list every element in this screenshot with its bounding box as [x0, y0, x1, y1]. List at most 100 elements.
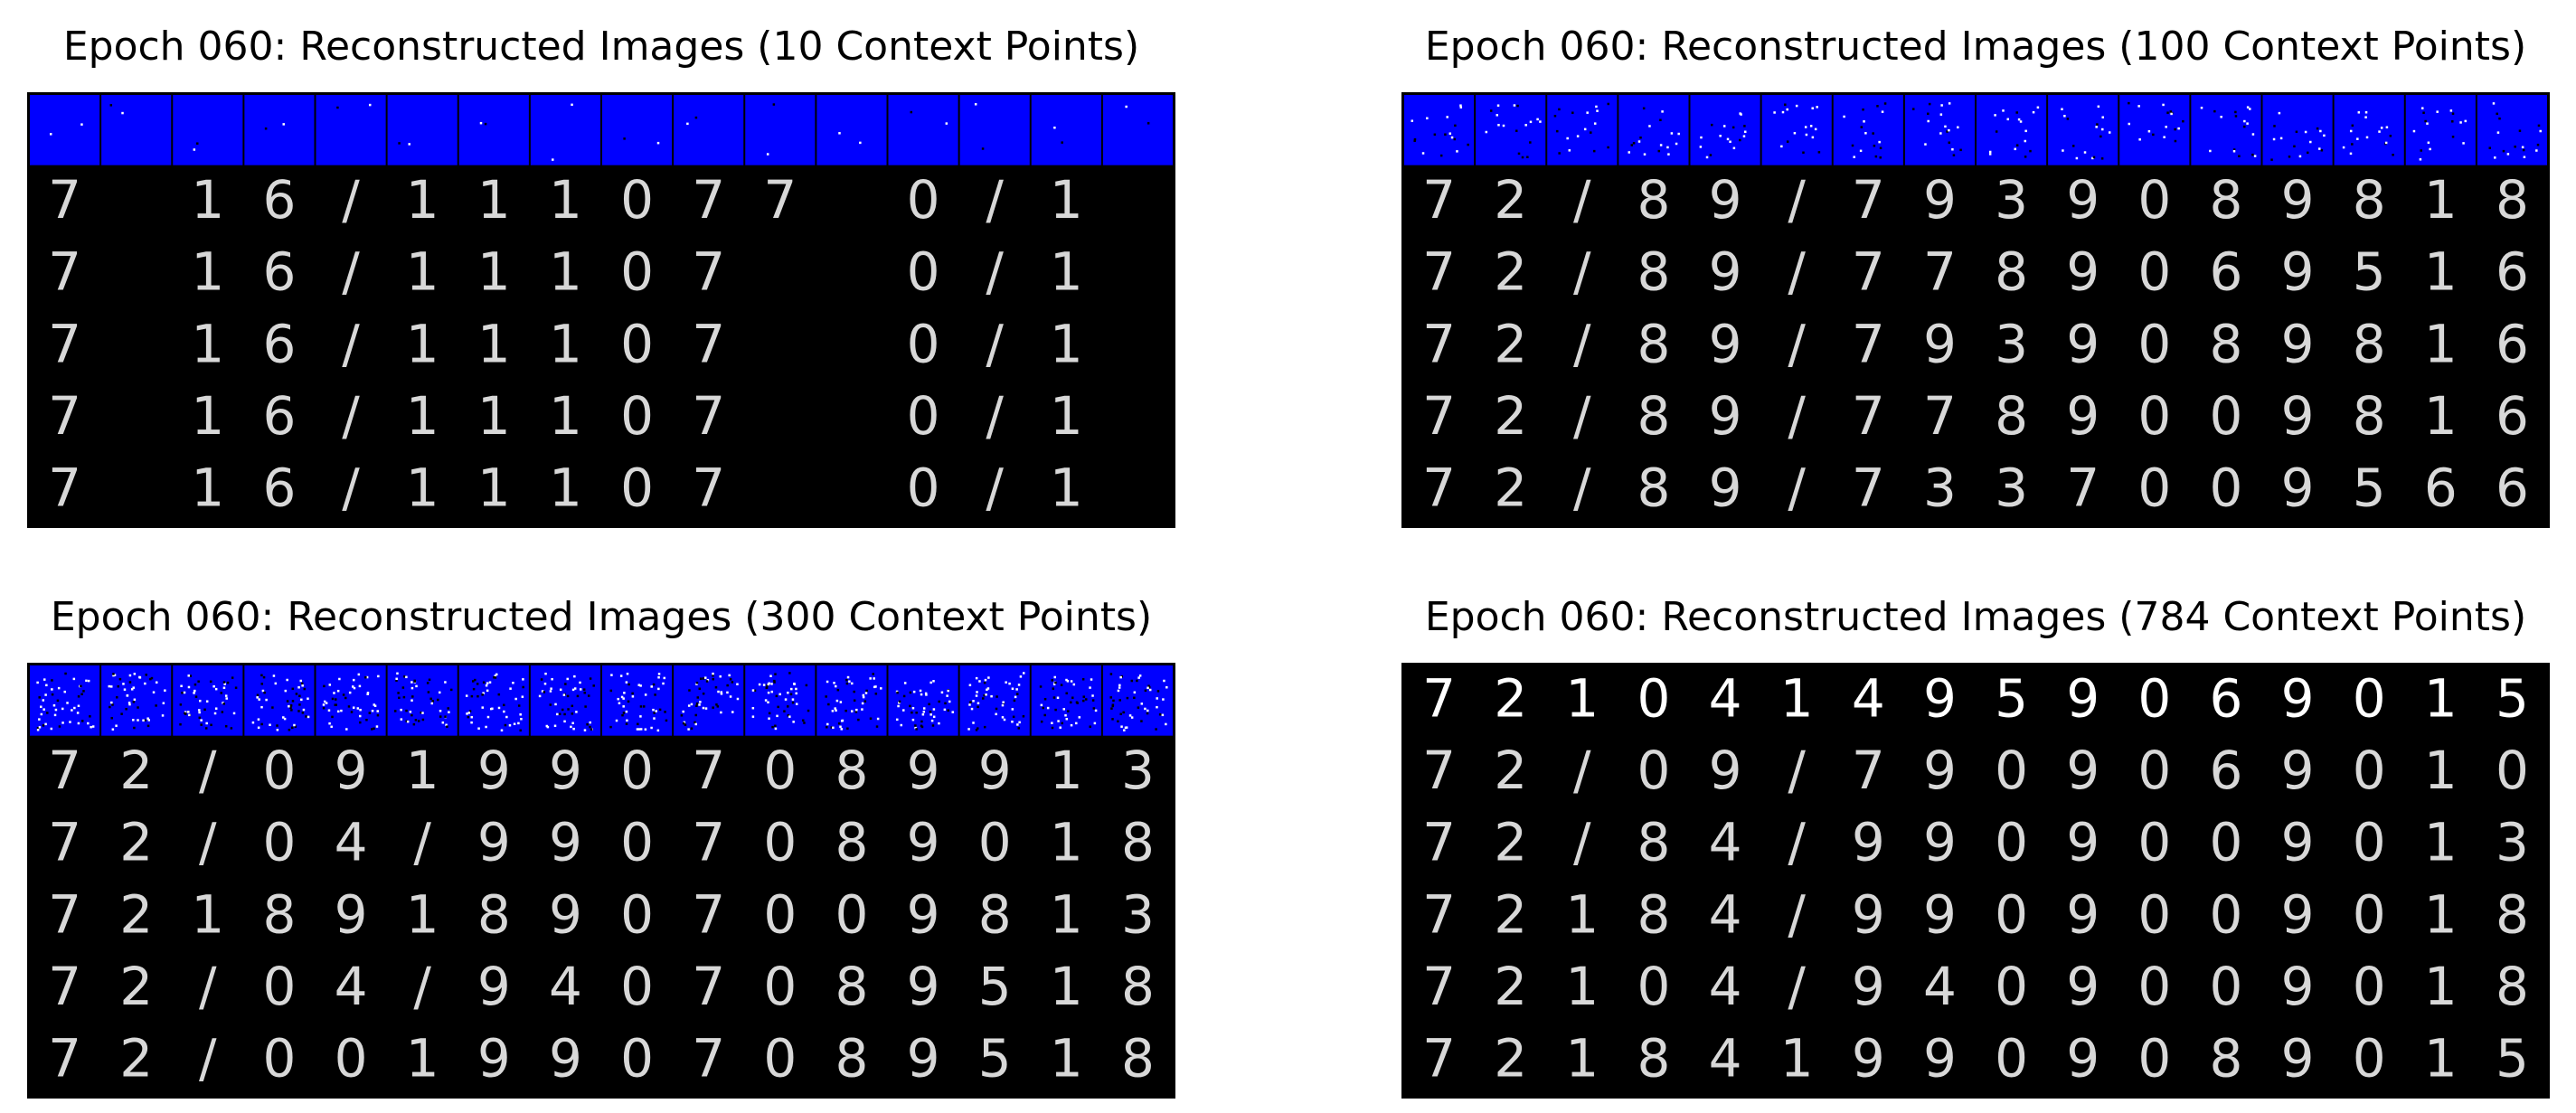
- digit-tile: 8: [2496, 883, 2529, 945]
- digit-tile: 2: [1494, 883, 1527, 945]
- digit-tile: 9: [2281, 812, 2315, 873]
- digit-tile: 0: [620, 740, 654, 801]
- digit-tile: 7: [692, 1028, 725, 1089]
- digit-tile: 1: [1050, 1028, 1083, 1089]
- digit-tile: 1: [2424, 667, 2458, 729]
- digit-tile: /: [1788, 956, 1806, 1017]
- digit-tile: 9: [1923, 1028, 1957, 1089]
- digit-tile: 7: [48, 169, 81, 231]
- digit-tile: 9: [2066, 1028, 2099, 1089]
- digit-tile: 1: [406, 1028, 439, 1089]
- digit-tile: 2: [1494, 313, 1527, 374]
- digit-tile: 7: [48, 740, 81, 801]
- digit-tile: 7: [48, 385, 81, 447]
- digit-tile: 1: [2424, 385, 2458, 447]
- digit-tile: 9: [2066, 241, 2099, 303]
- digit-tile: 9: [477, 740, 511, 801]
- context-tile: [959, 95, 1030, 165]
- context-points: [336, 103, 372, 109]
- digit-tile: 0: [620, 883, 654, 945]
- digit-tile: 4: [1852, 667, 1885, 729]
- digit-tile: 1: [549, 385, 582, 447]
- digit-tile: 9: [1852, 1028, 1885, 1089]
- context-points: [393, 672, 453, 728]
- context-tile: [2191, 95, 2261, 165]
- context-points: [179, 674, 238, 730]
- context-tile: [1031, 665, 1101, 736]
- digit-tile: 0: [2137, 883, 2171, 945]
- digit-tile: 7: [1422, 313, 1456, 374]
- digit-tile: 9: [1709, 740, 1742, 801]
- digit-tile: /: [986, 241, 1004, 303]
- digit-tile: 3: [1995, 313, 2028, 374]
- digit-tile: 0: [2137, 169, 2171, 231]
- context-points: [1628, 107, 1680, 156]
- context-points: [1988, 106, 2040, 158]
- context-points: [251, 674, 310, 731]
- digit-tile: 9: [2281, 385, 2315, 447]
- image-grid-svg: 7 1 6/1 1 1 0 7 7 0/17 1 6/1 1 1 0 7 0/17 1 6/1 1 1 0 7 0/17 1 6…: [30, 95, 1173, 519]
- digit-tile: 1: [1050, 169, 1083, 231]
- digit-tile: 9: [1709, 241, 1742, 303]
- digit-tile: 7: [1852, 313, 1885, 374]
- digit-tile: 2: [1494, 169, 1527, 231]
- digit-tile: 0: [620, 956, 654, 1017]
- digit-tile: 9: [1923, 812, 1957, 873]
- digit-tile: /: [986, 169, 1004, 231]
- digit-tile: 6: [262, 313, 296, 374]
- digit-tile: 6: [262, 169, 296, 231]
- digit-tile: 0: [1995, 740, 2028, 801]
- digit-tile: 9: [1923, 313, 1957, 374]
- digit-tile: 7: [48, 883, 81, 945]
- context-tile: [1031, 95, 1101, 165]
- digit-tile: 2: [1494, 457, 1527, 519]
- digit-tile: 9: [1852, 883, 1885, 945]
- digit-tile: 9: [477, 812, 511, 873]
- digit-tile: 7: [1422, 385, 1456, 447]
- digit-tile: 0: [262, 1028, 296, 1089]
- digit-tile: 4: [1709, 812, 1742, 873]
- digit-tile: 0: [2137, 956, 2171, 1017]
- digit-tile: 9: [2281, 169, 2315, 231]
- digit-tile: 0: [2353, 812, 2386, 873]
- digit-tile: 9: [2281, 740, 2315, 801]
- digit-tile: 9: [2066, 169, 2099, 231]
- context-tile: [1977, 95, 2047, 165]
- digit-tile: 1: [477, 169, 511, 231]
- context-tile: [1833, 95, 1903, 165]
- image-grid: 7 2 1 0 4 1 4 9 5 9 0 6 9 0 1 5 7 2/0 9/7 9 0 9 0 6 9 0 1 0 7 2/8 4/9 9…: [1401, 663, 2550, 1099]
- context-points: [193, 142, 199, 151]
- context-points: [2128, 101, 2184, 143]
- context-points: [2412, 107, 2467, 161]
- digit-tile: 2: [1494, 667, 1527, 729]
- digit-tile: 0: [763, 883, 797, 945]
- digit-tile: 7: [48, 241, 81, 303]
- context-points: [398, 142, 410, 146]
- digit-tile: /: [1573, 241, 1591, 303]
- digit-tile: 3: [1995, 169, 2028, 231]
- context-points: [1109, 673, 1168, 731]
- digit-tile: 1: [1050, 883, 1083, 945]
- image-grid-svg: 7 2/0 9 1 9 9 0 7 0 8 9 9 1 37 2/0 4/9 9 0 7 0 8 9 0 1 87 2 1 8 9 1 8 9…: [30, 665, 1173, 1089]
- digit-tile: 7: [2066, 457, 2099, 519]
- digit-tile: 0: [907, 241, 940, 303]
- digit-tile: 0: [2137, 457, 2171, 519]
- context-tile: [2119, 95, 2190, 165]
- digit-tile: 9: [2066, 812, 2099, 873]
- digit-tile: 6: [2209, 740, 2242, 801]
- context-tile: [1904, 95, 1975, 165]
- digit-tile: 7: [1852, 385, 1885, 447]
- context-tile: [674, 95, 744, 165]
- digit-tile: 7: [692, 313, 725, 374]
- context-points: [838, 132, 862, 145]
- digit-tile: 0: [1995, 956, 2028, 1017]
- panel-title: Epoch 060: Reconstructed Images (784 Con…: [1424, 594, 2527, 640]
- context-points: [2488, 102, 2542, 159]
- digit-tile: 9: [477, 1028, 511, 1089]
- digit-tile: 0: [262, 956, 296, 1017]
- digit-tile: 8: [1637, 241, 1670, 303]
- digit-tile: 7: [692, 812, 725, 873]
- digit-tile: 1: [2424, 313, 2458, 374]
- context-tile: [316, 665, 386, 736]
- digit-tile: 9: [549, 1028, 582, 1089]
